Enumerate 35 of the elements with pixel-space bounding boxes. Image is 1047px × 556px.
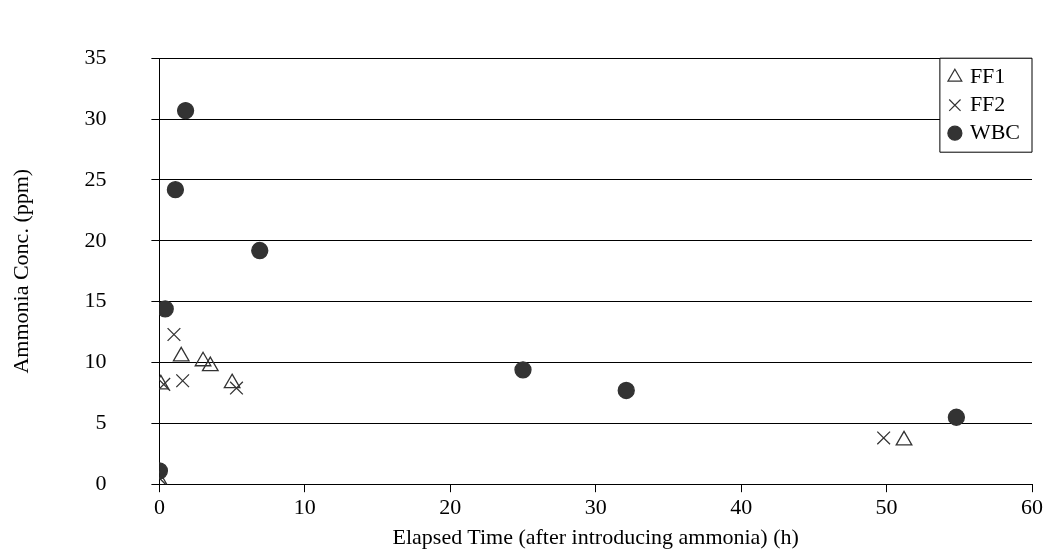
point [166,327,181,342]
point [194,351,212,367]
y-tick-label: 35 [84,43,107,69]
legend-label: WBC [969,118,1021,144]
x-tick-label: 40 [730,494,753,520]
x-tick-label: 20 [439,494,462,520]
point [514,361,532,379]
x-tick-label: 10 [293,494,316,520]
point [223,373,241,389]
x-tick-label: 60 [1021,494,1043,520]
point [251,241,269,260]
point [166,181,185,199]
point [176,101,195,120]
y-tick-label: 10 [84,348,107,374]
y-tick-label: 25 [84,165,107,191]
point [947,408,966,426]
y-tick-label: 30 [84,104,107,130]
y-tick-label: 15 [84,287,107,313]
x-tick-label: 30 [584,494,607,520]
legend-label: FF2 [969,90,1006,116]
point [175,373,190,388]
x-axis-title: Elapsed Time (after introducing ammonia) (h) [392,523,799,549]
legend-label: FF1 [969,62,1006,88]
point [617,381,635,400]
x-tick-label: 50 [875,494,898,520]
point [876,430,891,445]
y-tick-label: 20 [84,226,107,252]
point [895,430,913,446]
y-axis-title: Ammonia Conc. (ppm) [7,168,33,374]
point [229,381,244,396]
y-tick-label: 0 [95,469,107,495]
y-tick-label: 5 [95,409,107,435]
point [172,346,190,362]
point [201,356,219,372]
x-tick-label: 0 [153,494,165,520]
